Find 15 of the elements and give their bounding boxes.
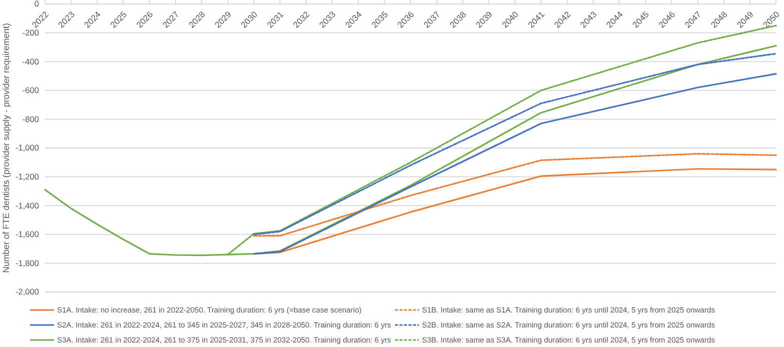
y-tick-label: -400	[22, 56, 40, 66]
line-series	[253, 52, 777, 236]
line-series	[253, 152, 777, 237]
y-axis-title: Number of FTE dentists (provider supply - provider requirement)	[1, 23, 11, 273]
y-tick-label: -1,200	[15, 171, 40, 182]
y-tick-label: -1,000	[15, 142, 40, 153]
y-tick-label: -2,000	[15, 286, 40, 297]
y-tick-label: 0	[34, 0, 40, 9]
line-series	[253, 73, 777, 255]
y-tick-label: -1,800	[15, 258, 40, 268]
y-tick-label: -200	[22, 27, 40, 38]
y-tick-label: -800	[22, 114, 40, 124]
y-tick-label: -1,600	[15, 229, 40, 240]
y-tick-label: -600	[22, 85, 40, 96]
y-tick-label: -1,400	[15, 200, 40, 210]
